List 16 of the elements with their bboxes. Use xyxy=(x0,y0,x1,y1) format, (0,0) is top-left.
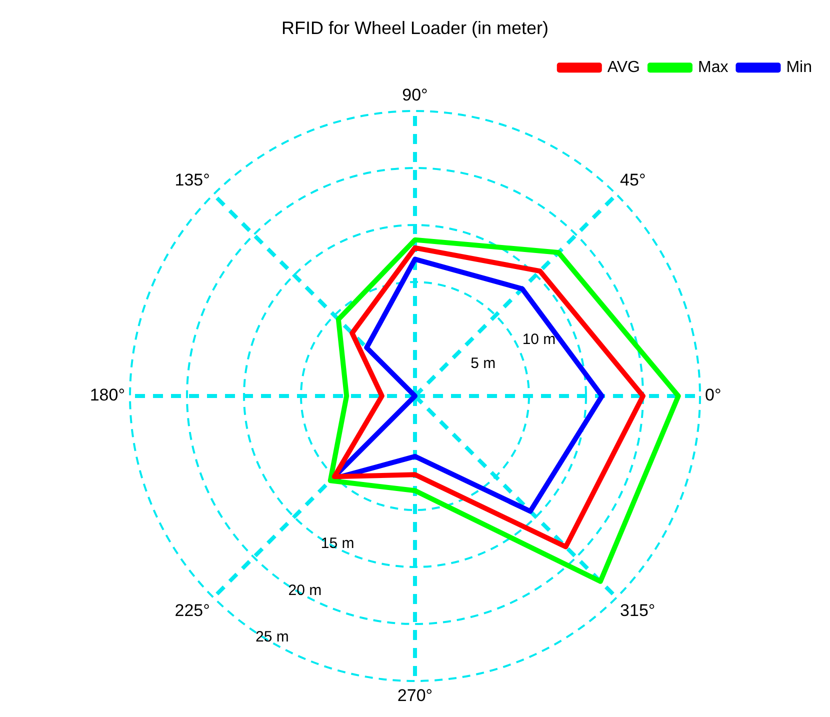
spoke-label: 45° xyxy=(620,170,646,190)
legend-label: AVG xyxy=(607,59,640,76)
spoke-label: 270° xyxy=(397,686,433,705)
y-tick-label: 5 m xyxy=(470,355,496,372)
y-tick-label: 25 m xyxy=(256,628,289,646)
y-tick-label: 10 m xyxy=(522,330,556,348)
spoke-label: 315° xyxy=(620,600,656,620)
spoke-label: 135° xyxy=(174,170,210,190)
y-tick-label: 20 m xyxy=(288,582,322,599)
legend-label: Min xyxy=(786,59,812,76)
chart-title: RFID for Wheel Loader (in meter) xyxy=(281,18,549,38)
spoke-label: 225° xyxy=(174,600,210,620)
spoke-label: 0° xyxy=(705,386,722,405)
legend-label: Max xyxy=(698,59,728,76)
spoke-label: 180° xyxy=(90,386,125,405)
spoke-label: 90° xyxy=(402,85,428,104)
